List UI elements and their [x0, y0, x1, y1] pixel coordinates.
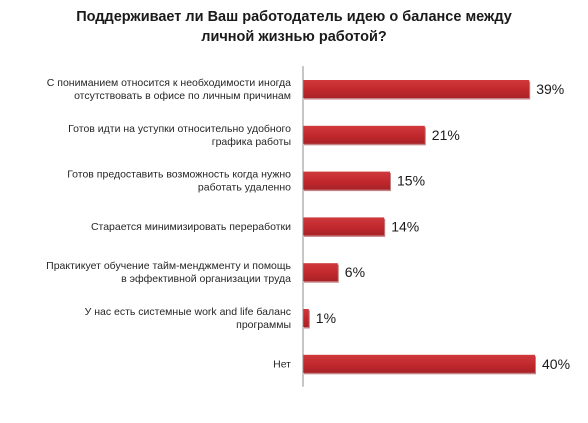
category-label-line: программы: [236, 319, 291, 331]
value-label: 1%: [316, 310, 336, 326]
category-label: Готов предоставить возможность когда нуж…: [67, 169, 291, 194]
category-label-line: Готов идти на уступки относительно удобн…: [68, 123, 291, 135]
value-label: 15%: [397, 173, 425, 189]
category-label: Практикует обучение тайм-менджменту и по…: [46, 260, 291, 285]
category-label: С пониманием относится к необходимости и…: [47, 77, 291, 102]
chart-title-line-2: личной жизнью работой?: [201, 29, 387, 45]
value-label: 40%: [542, 356, 570, 372]
category-label: У нас есть системные work and life балан…: [85, 306, 291, 331]
category-label-line: графика работы: [212, 136, 291, 148]
chart-title: Поддерживает ли Ваш работодатель идею о …: [40, 7, 548, 47]
category-label-line: С пониманием относится к необходимости и…: [47, 77, 291, 89]
bar: [303, 309, 309, 327]
category-label-line: Готов предоставить возможность когда нуж…: [67, 169, 291, 181]
category-label-line: в эффективной организации труда: [121, 273, 291, 285]
category-label: Нет: [273, 358, 291, 370]
bar: [303, 171, 390, 190]
category-label-line: Практикует обучение тайм-менджменту и по…: [46, 260, 291, 272]
chart-title-line-1: Поддерживает ли Ваш работодатель идею о …: [76, 9, 512, 25]
bar: [303, 217, 385, 236]
value-label: 6%: [345, 264, 365, 280]
value-label: 21%: [432, 127, 460, 143]
category-label-line: работать удаленно: [198, 182, 291, 194]
value-label: 14%: [391, 218, 419, 234]
bar: [303, 125, 425, 144]
bar: [303, 80, 530, 98]
bar: [303, 263, 338, 282]
category-label-line: У нас есть системные work and life балан…: [85, 306, 291, 318]
category-label-line: Старается минимизировать переработки: [91, 221, 291, 233]
value-label: 39%: [536, 81, 564, 97]
category-label-line: отсутствовать в офисе по личным причинам: [74, 90, 291, 102]
category-label-line: Нет: [273, 358, 291, 370]
category-label: Готов идти на уступки относительно удобн…: [68, 123, 291, 148]
category-label: Старается минимизировать переработки: [91, 221, 291, 233]
bar: [303, 354, 535, 373]
